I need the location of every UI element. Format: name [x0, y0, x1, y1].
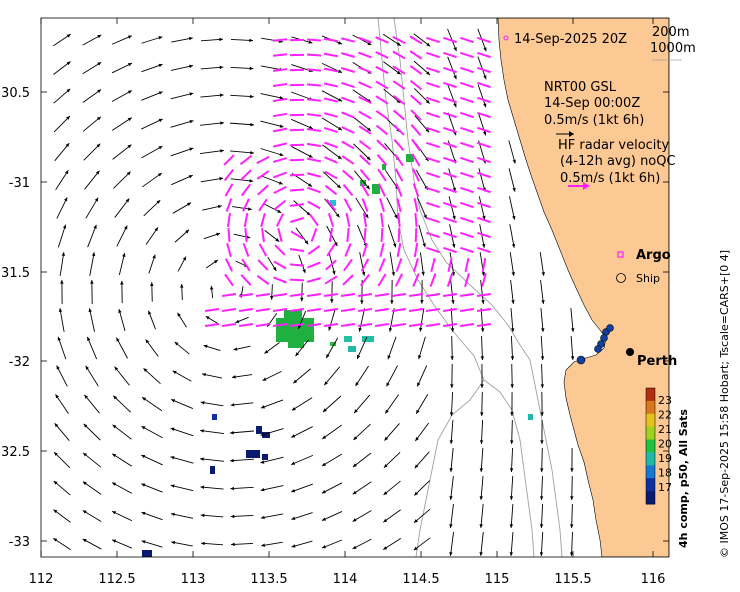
- colorbar-tick: 18: [658, 467, 672, 480]
- hf-radar-arrows: [204, 35, 492, 328]
- date-label: 14-Sep-2025 20Z: [514, 32, 627, 47]
- land-mass: [497, 18, 669, 557]
- colorbar-tick: 23: [658, 394, 672, 407]
- x-tick-label: 115.5: [554, 572, 591, 587]
- model-name: NRT00 GSL: [544, 80, 617, 95]
- y-axis: 30.5 -31 31.5 -32 32.5 -33: [1, 86, 669, 550]
- x-tick-label: 112.5: [98, 572, 135, 587]
- model-current-arrows: [53, 28, 575, 557]
- y-tick-label: -32: [9, 355, 30, 370]
- credit-text: © IMOS 17-Sep-2025 15:58 Hobart; Tscale=…: [718, 250, 731, 558]
- y-tick-label: -31: [9, 176, 30, 191]
- x-tick-label: 113: [181, 572, 206, 587]
- colorbar-tick: 21: [658, 423, 672, 436]
- x-tick-label: 113.5: [250, 572, 287, 587]
- colorbar-title: 4h comp, p50, All Sats: [677, 409, 690, 548]
- isobath-200m: [393, 18, 563, 557]
- colorbar-tick: 17: [658, 481, 672, 494]
- model-scale: 0.5m/s (1kt 6h): [544, 113, 644, 128]
- sst-patches: [142, 154, 533, 557]
- model-legend: NRT00 GSL 14-Sep 00:00Z 0.5m/s (1kt 6h): [544, 80, 644, 137]
- colorbar-tick: 19: [658, 452, 672, 465]
- x-tick-label: 114: [333, 572, 358, 587]
- x-tick-label: 116: [641, 572, 666, 587]
- y-tick-label: 31.5: [1, 266, 30, 281]
- x-tick-label: 115: [485, 572, 510, 587]
- isobath-legend: 200m 1000m: [650, 25, 696, 61]
- y-tick-label: 32.5: [1, 445, 30, 460]
- radar-scale: 0.5m/s (1kt 6h): [560, 171, 660, 186]
- y-tick-label: -33: [9, 535, 30, 550]
- radar-avg: (4-12h avg) noQC: [560, 154, 676, 169]
- radar-legend: HF radar velocity (4-12h avg) noQC 0.5m/…: [558, 138, 676, 190]
- x-axis: 112 112.5 113 113.5 114 114.5 115 115.5 116: [29, 18, 666, 587]
- isobath-1000-label: 1000m: [650, 41, 696, 56]
- perth-marker: [626, 348, 634, 356]
- colorbar-tick: 22: [658, 409, 672, 422]
- colorbar-tick: 20: [658, 438, 672, 451]
- isobath-200-label: 200m: [652, 25, 689, 40]
- model-time: 14-Sep 00:00Z: [544, 96, 640, 111]
- ship-track: [576, 324, 614, 365]
- isobath-1000m-b: [483, 379, 535, 557]
- perth-label: Perth: [637, 354, 677, 369]
- x-tick-label: 112: [29, 572, 54, 587]
- argo-legend: Argo Ship: [616, 248, 671, 285]
- plot-frame: [40, 17, 670, 558]
- y-tick-label: 30.5: [1, 86, 30, 101]
- ship-label: Ship: [636, 272, 660, 285]
- date-annotation: 14-Sep-2025 20Z: [503, 32, 627, 47]
- argo-label: Argo: [636, 248, 671, 263]
- x-tick-label: 114.5: [402, 572, 439, 587]
- radar-title: HF radar velocity: [558, 138, 670, 153]
